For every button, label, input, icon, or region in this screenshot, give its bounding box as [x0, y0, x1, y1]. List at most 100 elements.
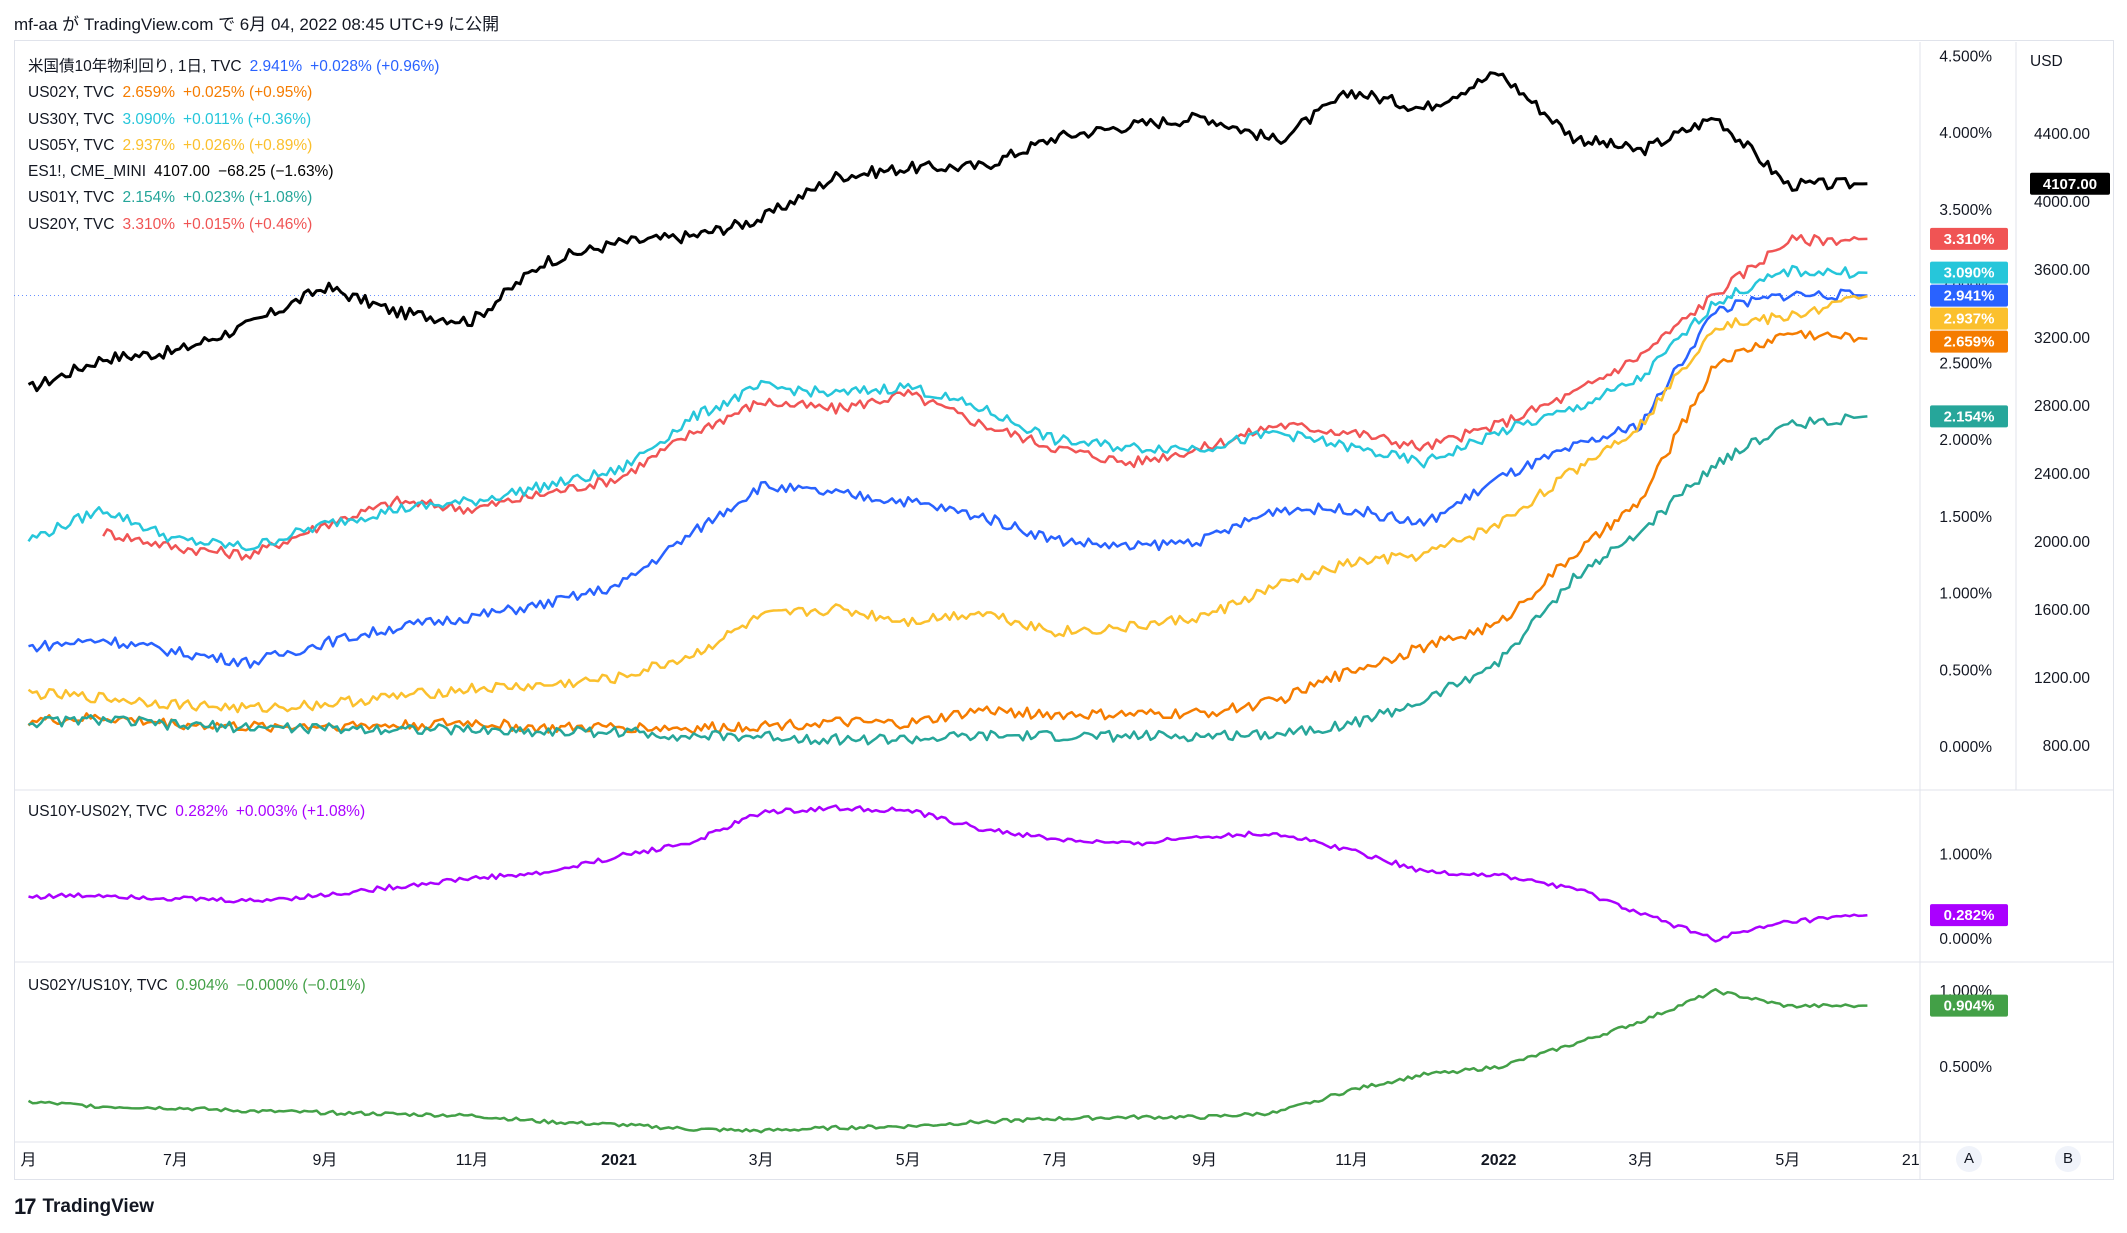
x-axis-tick-label: 5月 — [896, 1152, 921, 1169]
price-label-badge — [1930, 307, 2008, 330]
price-label-badge — [1930, 405, 2008, 428]
axis-tick-label: 4.500% — [1939, 48, 1992, 65]
legend-series-change: +0.026% (+0.89%) — [183, 136, 313, 154]
axis-tick-label: 1.500% — [1939, 509, 1992, 526]
axis-tick-label: 1.000% — [1939, 586, 1992, 603]
tradingview-logo-icon: 17 — [14, 1194, 37, 1219]
legend-series-name: US02Y/US10Y, TVC — [28, 977, 168, 994]
axis-tick-label: 2000.00 — [2034, 534, 2090, 551]
price-label-badge — [1930, 261, 2008, 284]
axis-tick-label: 0.500% — [1939, 1059, 1992, 1076]
axis-tick-label: 3200.00 — [2034, 330, 2090, 347]
legend-row[interactable]: US10Y-US02Y, TVC 0.282% +0.003% (+1.08%) — [28, 803, 373, 821]
axis-tick-label: 0.500% — [1939, 662, 1992, 679]
axis-tick-label: 4000.00 — [2034, 194, 2090, 211]
legend-row[interactable]: US02Y/US10Y, TVC 0.904% −0.000% (−0.01%) — [28, 977, 374, 995]
axis-tick-label: 2800.00 — [2034, 398, 2090, 415]
legend-row[interactable]: US05Y, TVC 2.937% +0.026% (+0.89%) — [28, 133, 447, 159]
legend-row[interactable]: ES1!, CME_MINI 4107.00 −68.25 (−1.63%) — [28, 159, 447, 185]
legend-series-name: US05Y, TVC — [28, 136, 115, 154]
legend-series-value: 4107.00 — [154, 163, 211, 181]
legend-series-change: +0.028% (+0.96%) — [310, 58, 440, 75]
axis-tick-label: 2400.00 — [2034, 466, 2090, 483]
legend-series-name: US10Y-US02Y, TVC — [28, 803, 168, 820]
auto-scale-button[interactable]: A — [1956, 1146, 1982, 1172]
legend-series-name: US01Y, TVC — [28, 189, 115, 207]
price-label-text: 2.937% — [1944, 311, 1995, 328]
x-axis-tick-label: 2022 — [1481, 1152, 1517, 1169]
legend-series-change: +0.023% (+1.08%) — [183, 189, 313, 207]
legend-series-change: +0.015% (+0.46%) — [183, 215, 313, 233]
x-axis-tick-label: 9月 — [312, 1152, 337, 1169]
x-axis-tick-label: 5月 — [1775, 1152, 1800, 1169]
series-line[interactable] — [27, 294, 1868, 714]
x-axis-tick-label: 3月 — [749, 1152, 774, 1169]
publish-info: mf-aa が TradingView.com で 6月 04, 2022 08… — [14, 15, 500, 34]
series-line[interactable] — [28, 804, 1868, 943]
series-line[interactable] — [27, 987, 1868, 1134]
legend-row[interactable]: US30Y, TVC 3.090% +0.011% (+0.36%) — [28, 107, 447, 133]
brand-name[interactable]: TradingView — [42, 1196, 155, 1217]
series-line[interactable] — [27, 71, 1868, 393]
series-line[interactable] — [102, 234, 1868, 561]
legend-row[interactable]: US20Y, TVC 3.310% +0.015% (+0.46%) — [28, 212, 447, 238]
legend-row[interactable]: US02Y, TVC 2.659% +0.025% (+0.95%) — [28, 80, 447, 106]
legend-row[interactable]: US01Y, TVC 2.154% +0.023% (+1.08%) — [28, 185, 447, 211]
legend-series-change: −0.000% (−0.01%) — [236, 977, 366, 994]
legend-series-value: 2.659% — [122, 84, 176, 102]
legend-series-value: 0.282% — [175, 803, 228, 820]
legend-series-value: 0.904% — [175, 977, 229, 994]
x-axis-tick-label: 11月 — [1335, 1152, 1368, 1169]
legend-series-name: 米国債10年物利回り, 1日, TVC — [28, 58, 242, 75]
legend-pane2: US10Y-US02Y, TVC 0.282% +0.003% (+1.08%) — [28, 803, 373, 821]
x-axis-tick-label: 11月 — [456, 1152, 489, 1169]
footer: 17 TradingView — [14, 1194, 154, 1220]
axis-tick-label: 4.000% — [1939, 125, 1992, 142]
price-label-badge — [2030, 172, 2110, 195]
axis-tick-label: 3.500% — [1939, 202, 1992, 219]
legend-series-value: 3.090% — [122, 110, 176, 128]
price-label-text: 2.659% — [1944, 334, 1995, 351]
legend-row[interactable]: 米国債10年物利回り, 1日, TVC 2.941% +0.028% (+0.96%… — [28, 54, 447, 80]
axis-tick-label: 4400.00 — [2034, 126, 2090, 143]
legend-series-value: 3.310% — [122, 215, 176, 233]
axis-tick-label: 1200.00 — [2034, 670, 2090, 687]
series-line[interactable] — [27, 329, 1868, 735]
price-label-badge — [1930, 284, 2008, 307]
legend-series-name: US30Y, TVC — [28, 110, 115, 128]
axis-tick-label: 2.000% — [1939, 432, 1992, 449]
scale-b-button[interactable]: B — [2055, 1146, 2081, 1172]
price-label-badge — [1930, 227, 2008, 250]
price-label-text: 3.310% — [1944, 231, 1995, 248]
price-label-badge — [1930, 994, 2008, 1017]
axis-unit-label: USD — [2030, 53, 2063, 70]
x-axis-tick-label: 2021 — [601, 1152, 637, 1169]
price-label-badge — [1930, 330, 2008, 353]
x-axis-tick-label: 21 — [1902, 1152, 1920, 1169]
price-label-text: 3.090% — [1944, 265, 1995, 282]
price-label-badge — [1930, 904, 2008, 927]
legend-main: 米国債10年物利回り, 1日, TVC 2.941% +0.028% (+0.96%… — [28, 54, 447, 238]
axis-tick-label: 1600.00 — [2034, 602, 2090, 619]
legend-series-change: −68.25 (−1.63%) — [218, 163, 334, 181]
price-label-text: 4107.00 — [2043, 176, 2097, 193]
axis-tick-label: 800.00 — [2043, 738, 2091, 755]
x-axis-tick-label: 3月 — [1628, 1152, 1653, 1169]
price-label-text: 0.282% — [1944, 907, 1995, 924]
series-line[interactable] — [28, 288, 1868, 669]
x-axis-tick-label: 7月 — [163, 1152, 188, 1169]
axis-tick-label: 3600.00 — [2034, 262, 2090, 279]
legend-series-change: +0.025% (+0.95%) — [183, 84, 313, 102]
series-line[interactable] — [27, 264, 1868, 552]
x-axis-tick-label: 7月 — [1043, 1152, 1068, 1169]
legend-series-value: 2.937% — [122, 136, 176, 154]
series-line[interactable] — [28, 413, 1868, 746]
chart-frame — [14, 40, 2114, 1180]
axis-tick-label: 0.000% — [1939, 931, 1992, 948]
price-label-text: 0.904% — [1944, 998, 1995, 1015]
legend-series-change: +0.003% (+1.08%) — [235, 803, 366, 820]
price-label-text: 2.941% — [1944, 288, 1995, 305]
legend-series-change: +0.011% (+0.36%) — [183, 110, 312, 128]
legend-series-value: 2.941% — [249, 58, 303, 75]
